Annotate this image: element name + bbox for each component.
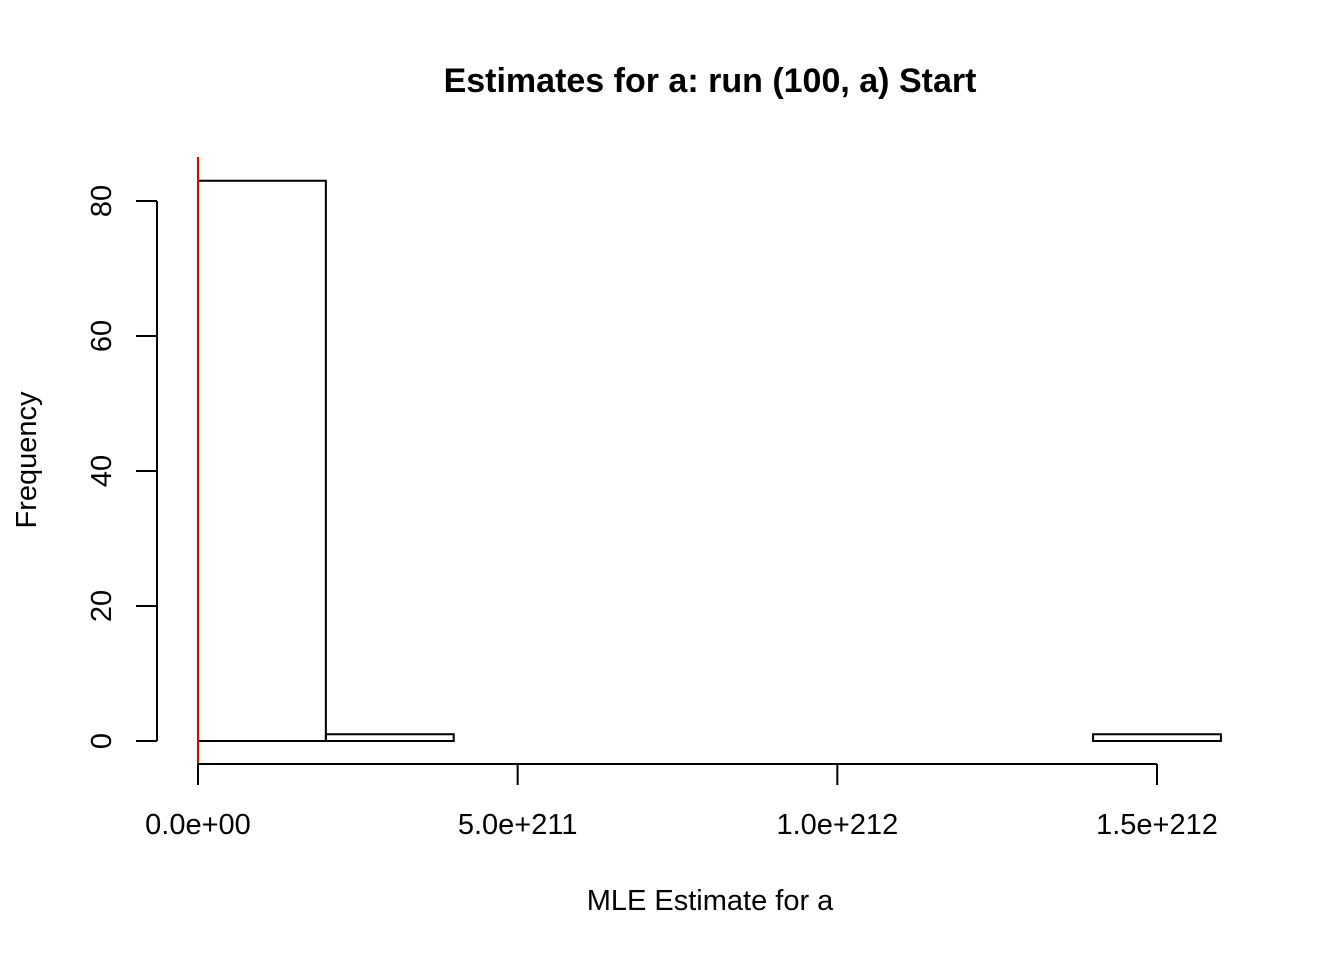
y-tick-label-4: 60 xyxy=(86,320,118,352)
histogram-bar-8 xyxy=(1092,733,1222,742)
y-tick-label-2: 20 xyxy=(86,590,118,622)
y-tick-label-5: 80 xyxy=(86,185,118,217)
y-tick-label-3: 40 xyxy=(86,455,118,487)
histogram-bar-2 xyxy=(324,733,455,742)
x-tick-label-2: 5.0e+211 xyxy=(458,809,578,841)
x-axis-label: MLE Estimate for a xyxy=(587,885,834,917)
x-tick-label-1: 0.0e+00 xyxy=(145,809,251,841)
y-axis-label: Frequency xyxy=(11,391,43,529)
y-axis: 0 20 40 60 80 xyxy=(86,185,158,749)
histogram-bar-1 xyxy=(197,179,327,742)
chart-title: Estimates for a: run (100, a) Start xyxy=(444,62,977,100)
histogram-bars xyxy=(197,179,1222,742)
x-tick-label-4: 1.5e+212 xyxy=(1096,809,1218,841)
x-axis: 0.0e+00 5.0e+211 1.0e+212 1.5e+212 xyxy=(145,763,1218,841)
x-tick-label-3: 1.0e+212 xyxy=(776,809,898,841)
y-tick-label-1: 0 xyxy=(86,733,118,749)
